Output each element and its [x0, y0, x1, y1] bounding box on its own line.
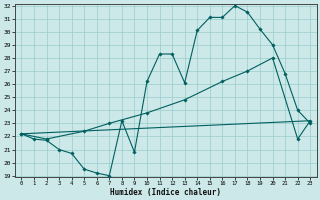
X-axis label: Humidex (Indice chaleur): Humidex (Indice chaleur) — [110, 188, 221, 197]
